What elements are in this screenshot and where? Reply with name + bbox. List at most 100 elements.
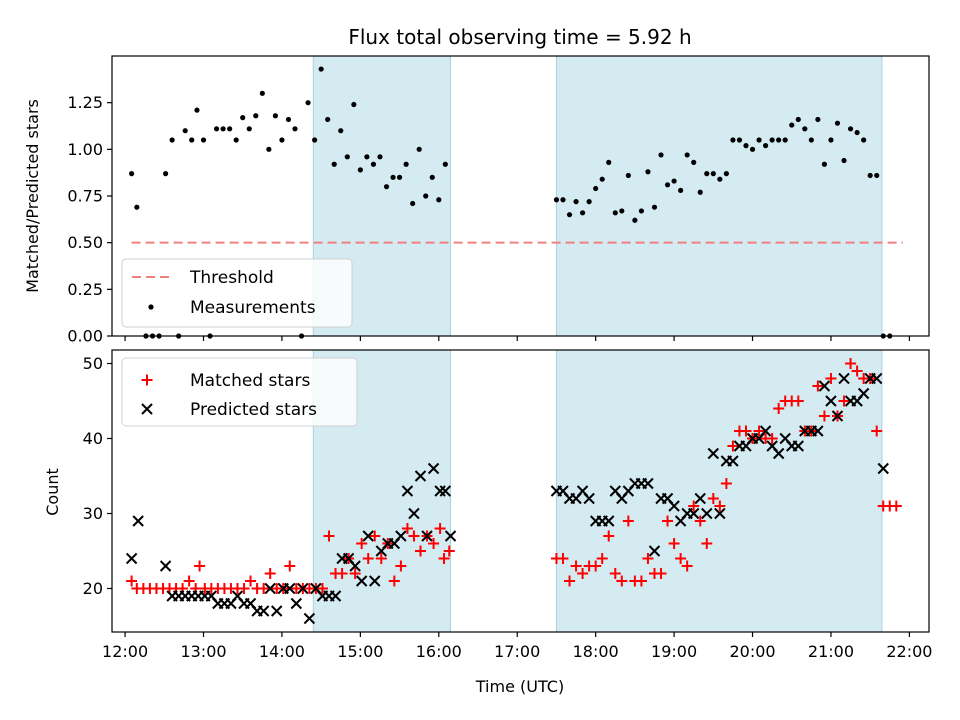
matched-star-point (662, 515, 674, 527)
predicted-star-point (439, 485, 452, 497)
matched-star-point (668, 538, 680, 549)
measurement-point (272, 113, 278, 119)
top-y-tick-label: 0.75 (67, 187, 103, 206)
predicted-star-point (264, 582, 276, 595)
measurement-point (782, 137, 788, 143)
matched-star-point (642, 553, 654, 564)
predicted-star-point (727, 455, 739, 467)
measurement-point (253, 113, 259, 119)
matched-star-point (438, 553, 450, 564)
measurement-point (795, 116, 801, 123)
matched-star-point (258, 583, 270, 594)
measurement-point (841, 157, 847, 164)
top-plot-area (129, 66, 903, 339)
predicted-star-point (355, 575, 368, 587)
predicted-star-point (583, 492, 595, 505)
predicted-star-point (603, 515, 615, 527)
predicted-star-point (812, 425, 824, 437)
matched-star-point (694, 515, 706, 527)
matched-star-point (792, 395, 804, 407)
measurement-point (364, 154, 370, 160)
measurement-point (377, 154, 383, 160)
matched-star-point (245, 575, 257, 587)
matched-star-point (766, 433, 778, 444)
bottom-y-tick-label: 40 (83, 429, 103, 448)
matched-star-point (818, 410, 830, 422)
predicted-star-point (257, 605, 270, 617)
measurement-point (632, 217, 638, 223)
matched-star-point (414, 545, 426, 557)
measurement-point (658, 152, 664, 158)
measurement-point (723, 171, 729, 177)
bottom-shaded-regions (312, 349, 883, 633)
measurement-point (645, 169, 651, 175)
matched-star-point (316, 583, 328, 594)
measurement-point (213, 126, 220, 132)
matched-star-point (773, 403, 785, 414)
measurement-point (691, 159, 697, 165)
measurement-point (789, 122, 795, 128)
measurement-point (129, 171, 135, 177)
top-y-tick-label: 0.50 (67, 233, 103, 252)
measurement-point (331, 161, 337, 167)
predicted-star-point (818, 380, 831, 392)
measurement-point (776, 137, 782, 143)
measurement-point (325, 116, 331, 123)
top-legend-box (121, 258, 353, 328)
measurement-point (403, 161, 409, 167)
predicted-star-point (707, 447, 720, 460)
predicted-star-point (408, 507, 420, 520)
predicted-star-point (303, 612, 316, 625)
measurement-point (579, 210, 586, 216)
x-tick-label: 18:00 (573, 642, 619, 661)
matched-star-point (183, 575, 195, 587)
predicted-star-point (125, 552, 138, 565)
matched-star-point (428, 538, 440, 549)
measurement-point (566, 212, 573, 218)
measurement-point (834, 120, 841, 126)
predicted-star-point (792, 440, 804, 452)
measurement-point (854, 129, 860, 136)
measurement-point (684, 152, 690, 158)
matched-star-point (681, 560, 693, 572)
matched-star-point (707, 493, 719, 504)
measurement-point (730, 137, 736, 143)
measurement-point (710, 171, 716, 177)
measurement-point (436, 197, 442, 203)
legend-threshold-label: Threshold (189, 268, 274, 288)
measurement-point (808, 137, 814, 143)
matched-star-point (825, 373, 837, 384)
predicted-star-point (857, 387, 870, 400)
bottom-plot-area (125, 358, 902, 625)
predicted-star-point (701, 507, 713, 520)
predicted-star-point (297, 582, 309, 595)
measurement-point (189, 137, 195, 143)
measurement-point (861, 137, 867, 143)
matched-star-point (362, 553, 374, 564)
matched-star-point (727, 440, 739, 452)
top-y-tick-label: 1.25 (67, 93, 103, 112)
x-tick-label: 17:00 (494, 642, 540, 661)
predicted-star-point (687, 507, 700, 520)
measurement-point (318, 66, 324, 72)
measurement-point (802, 126, 808, 132)
measurement-point (383, 184, 390, 190)
legend-matched-swatch (141, 374, 153, 386)
predicted-star-point (414, 470, 427, 482)
measurement-point (285, 116, 292, 123)
predicted-star-point (362, 530, 374, 542)
legend-matched-label: Matched stars (190, 371, 310, 391)
measurement-point (743, 143, 749, 149)
measurement-point (678, 187, 684, 193)
bottom-legend: Matched stars Predicted stars (121, 357, 358, 427)
measurement-point (338, 128, 344, 134)
measurement-point (671, 178, 677, 184)
bottom-legend-box (121, 357, 358, 427)
measurement-point (429, 174, 435, 180)
measurement-point (182, 128, 188, 134)
predicted-star-point (444, 530, 457, 542)
measurement-point (410, 200, 416, 207)
measurement-point (599, 176, 605, 182)
predicted-star-point (648, 545, 661, 557)
